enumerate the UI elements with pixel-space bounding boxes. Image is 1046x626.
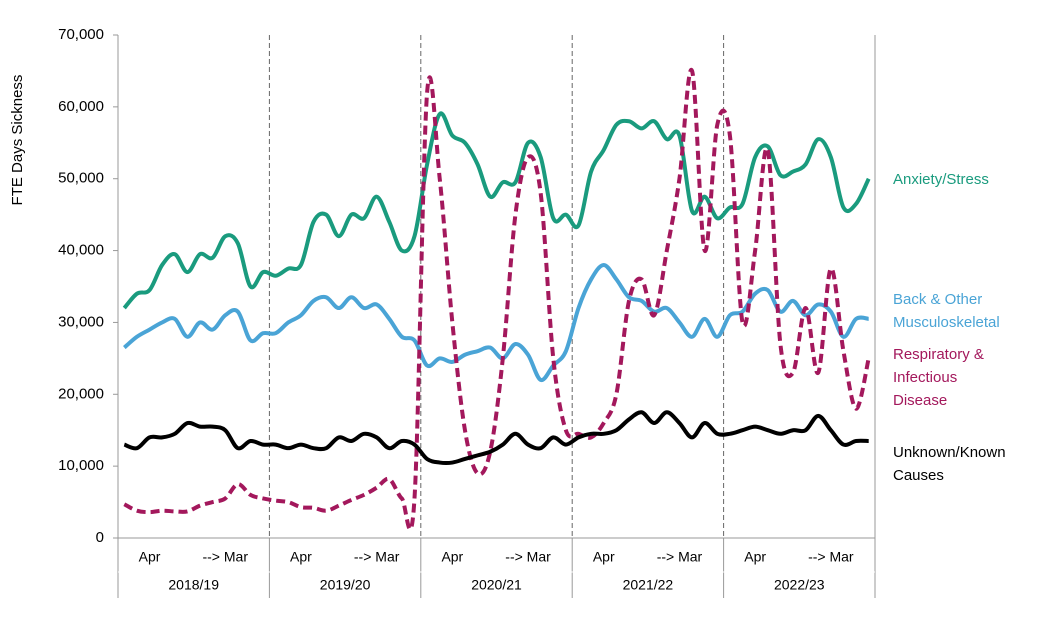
series-line	[123, 67, 871, 532]
y-tick-label: 50,000	[58, 170, 104, 187]
y-tick-label: 70,000	[58, 26, 104, 43]
legend-entry: Unknown/Known Causes	[893, 444, 1006, 484]
y-tick-label: 0	[96, 529, 104, 546]
x-tick-label: Apr	[744, 549, 766, 565]
x-tick-label: --> Mar	[657, 549, 703, 565]
legend-label: Unknown/Known Causes	[893, 444, 1006, 484]
legend-label: Respiratory & Infectious Disease	[893, 346, 984, 409]
x-tick-label: --> Mar	[505, 549, 551, 565]
legend-label: Anxiety/Stress	[893, 171, 989, 188]
group-label: 2018/19	[168, 577, 219, 593]
y-tick-label: 60,000	[58, 98, 104, 115]
y-tick-label: 10,000	[58, 457, 104, 474]
series-line	[122, 111, 871, 310]
x-tick-label: Apr	[593, 549, 615, 565]
group-label: 2020/21	[471, 577, 522, 593]
x-tick-label: Apr	[290, 549, 312, 565]
x-tick-label: --> Mar	[808, 549, 854, 565]
series-line	[123, 410, 869, 465]
y-tick-label: 20,000	[58, 385, 104, 402]
y-tick-label: 40,000	[58, 242, 104, 259]
group-label: 2019/20	[320, 577, 371, 593]
x-tick-label: --> Mar	[202, 549, 248, 565]
x-tick-label: Apr	[139, 549, 161, 565]
group-label: 2021/22	[623, 577, 674, 593]
legend-entry: Respiratory & Infectious Disease	[893, 346, 984, 409]
group-label: 2022/23	[774, 577, 825, 593]
legend-entry: Anxiety/Stress	[893, 171, 989, 188]
y-tick-label: 30,000	[58, 313, 104, 330]
legend-entry: Back & Other Musculoskeletal	[893, 291, 1000, 331]
legend-label: Back & Other Musculoskeletal	[893, 291, 1000, 331]
y-axis-label: FTE Days Sickness	[9, 75, 26, 206]
x-tick-label: --> Mar	[354, 549, 400, 565]
x-tick-label: Apr	[441, 549, 463, 565]
series-line	[122, 262, 869, 383]
